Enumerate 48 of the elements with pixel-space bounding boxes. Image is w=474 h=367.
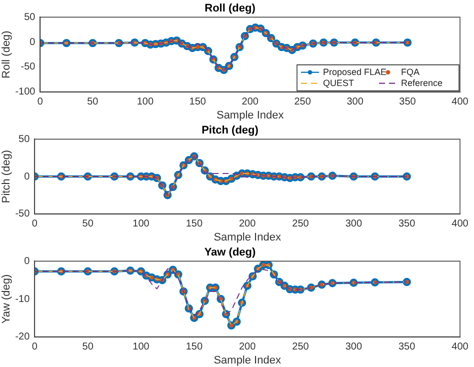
x-tick-label: 200 xyxy=(242,96,259,108)
x-tick-label: 0 xyxy=(37,96,44,108)
x-tick-label: 350 xyxy=(399,96,416,108)
x-tick-label: 300 xyxy=(345,218,362,230)
x-tick-label: 100 xyxy=(136,96,154,108)
legend-label: Proposed FLAE xyxy=(323,66,387,77)
y-tick-label: 50 xyxy=(24,12,36,23)
x-tick-label: 100 xyxy=(132,218,150,230)
legend-label: Reference xyxy=(401,78,443,88)
x-tick-label: 50 xyxy=(82,218,94,230)
x-tick-label: 100 xyxy=(132,342,150,353)
x-tick-label: 250 xyxy=(292,218,310,230)
x-tick-label: 400 xyxy=(452,96,469,108)
chart-title: Yaw (deg) xyxy=(204,246,256,259)
x-tick-label: 300 xyxy=(346,96,364,108)
y-tick-label: 0 xyxy=(30,36,36,48)
x-axis-title: Sample Index xyxy=(214,354,282,366)
x-tick-label: 250 xyxy=(292,342,310,353)
y-axis-title: Yaw (deg) xyxy=(0,274,13,324)
y-tick-label: 0 xyxy=(24,171,30,182)
legend-label: QUEST xyxy=(323,78,355,88)
y-tick-label: -100 xyxy=(15,86,36,98)
x-tick-label: 200 xyxy=(238,218,256,230)
x-tick-label: 350 xyxy=(398,342,416,353)
x-axis-title: Sample Index xyxy=(214,231,282,244)
x-tick-label: 400 xyxy=(452,342,469,353)
x-tick-label: 50 xyxy=(87,96,99,108)
x-tick-label: 350 xyxy=(398,218,416,230)
y-tick-label: 0 xyxy=(24,256,30,267)
x-tick-label: 250 xyxy=(294,96,312,108)
y-tick-label: -50 xyxy=(15,208,30,220)
x-tick-label: 150 xyxy=(186,342,203,353)
y-tick-label: -20 xyxy=(15,332,30,343)
x-tick-label: 200 xyxy=(238,342,256,353)
legend-label: FQA xyxy=(401,66,420,77)
x-tick-label: 300 xyxy=(345,342,362,353)
x-tick-label: 150 xyxy=(186,218,203,230)
y-axis-title: Roll (deg) xyxy=(0,30,13,78)
x-tick-label: 400 xyxy=(452,218,469,230)
x-tick-label: 150 xyxy=(189,96,206,108)
x-tick-label: 50 xyxy=(82,342,94,353)
y-tick-label: -50 xyxy=(20,62,36,73)
chart-title: Pitch (deg) xyxy=(202,124,259,137)
y-axis-title: Pitch (deg) xyxy=(0,150,13,204)
x-axis-title: Sample Index xyxy=(216,109,284,122)
y-tick-label: 50 xyxy=(18,134,30,145)
y-tick-label: -10 xyxy=(15,294,30,305)
chart-title: Roll (deg) xyxy=(204,2,256,15)
